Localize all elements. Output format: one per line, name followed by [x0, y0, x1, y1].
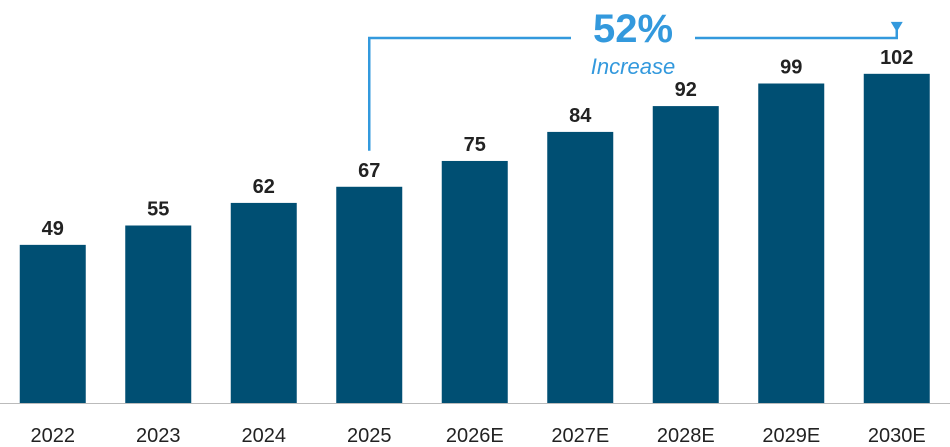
value-label-2025: 67	[358, 160, 380, 182]
bar-2024	[230, 202, 297, 403]
value-label-2023: 55	[147, 199, 169, 221]
x-tick-label-2025: 2025	[347, 425, 392, 447]
x-tick-label-2026E: 2026E	[446, 425, 504, 447]
value-label-2027E: 84	[569, 105, 592, 127]
bar-2027E	[547, 131, 614, 403]
bar-2025	[336, 186, 403, 403]
value-label-2026E: 75	[464, 134, 486, 156]
value-label-2028E: 92	[675, 79, 697, 101]
bar-2028E	[652, 106, 719, 403]
x-tick-label-2030E: 2030E	[868, 425, 926, 447]
arrowhead-icon	[890, 21, 903, 32]
value-label-2022: 49	[42, 218, 64, 240]
x-tick-label-2024: 2024	[242, 425, 287, 447]
x-tick-label-2028E: 2028E	[657, 425, 715, 447]
x-tick-label-2023: 2023	[136, 425, 181, 447]
bar-2023	[125, 225, 192, 403]
value-label-2029E: 99	[780, 57, 802, 79]
bar-2026E	[441, 160, 508, 403]
x-axis-ticks-group: 2022 2023 2024 2025 2026E 2027E 2028E 2029E 2030…	[31, 425, 926, 447]
annotation-background	[571, 4, 695, 80]
x-tick-label-2022: 2022	[31, 425, 76, 447]
increase-text-label: Increase	[591, 54, 675, 79]
x-tick-label-2027E: 2027E	[551, 425, 609, 447]
value-labels-group: 49 55 62 67 75 84 92 99 102	[42, 47, 914, 240]
x-tick-label-2029E: 2029E	[762, 425, 820, 447]
bars-group	[19, 73, 930, 404]
value-label-2030E: 102	[880, 47, 913, 69]
value-label-2024: 62	[253, 176, 275, 198]
bar-2029E	[758, 83, 825, 403]
bar-2022	[19, 244, 86, 403]
bar-2030E	[863, 73, 930, 404]
increase-percent-label: 52%	[593, 7, 673, 51]
